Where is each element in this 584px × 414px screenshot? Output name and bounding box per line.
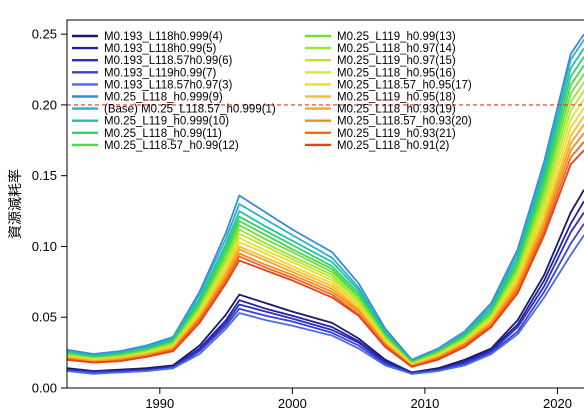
y-tick-label: 0.00	[32, 381, 57, 396]
legend-item: M0.25_L118_h0.95(16)	[305, 67, 456, 79]
legend-item: M0.193_L118h0.999(4)	[72, 31, 223, 43]
legend-item: M0.25_L118.57_h0.99(12)	[72, 140, 239, 152]
x-tick-label: 2010	[410, 396, 439, 411]
legend-label: M0.193_L119h0.99(7)	[104, 67, 216, 79]
legend: M0.193_L118h0.999(4)M0.193_L118h0.99(5)M…	[72, 31, 472, 152]
legend-label: M0.25_L119_h0.999(10)	[104, 116, 229, 128]
legend-label: M0.25_L118_h0.999(9)	[104, 92, 223, 104]
legend-label: M0.25_L118.57_h0.93(20)	[337, 116, 472, 128]
legend-label: M0.25_L119_h0.97(15)	[337, 55, 456, 67]
series-line	[66, 81, 584, 365]
legend-label: M0.25_L118_h0.95(16)	[337, 67, 456, 79]
series-lines	[66, 33, 584, 375]
x-tick-label: 1990	[145, 396, 174, 411]
series-line	[66, 211, 584, 375]
legend-item: M0.193_L118h0.99(5)	[72, 43, 216, 55]
legend-label: M0.25_L118_h0.93(19)	[337, 104, 456, 116]
legend-item: M0.25_L119_h0.999(10)	[72, 116, 229, 128]
y-tick-label: 0.15	[32, 168, 57, 183]
series-line	[66, 149, 584, 368]
legend-item: M0.25_L118_h0.97(14)	[305, 43, 456, 55]
series-line	[66, 47, 584, 362]
y-tick-label: 0.10	[32, 239, 57, 254]
series-line	[66, 189, 584, 374]
series-line	[66, 124, 584, 367]
y-axis-label: 資源減耗率	[7, 169, 24, 239]
plot-frame	[66, 19, 584, 389]
legend-item: M0.25_L118_h0.99(11)	[72, 128, 222, 140]
legend-item: M0.25_L119_h0.97(15)	[305, 55, 456, 67]
legend-label: M0.25_L118_h0.97(14)	[337, 43, 456, 55]
y-tick-label: 0.20	[32, 97, 57, 112]
legend-item: M0.25_L118_h0.999(9)	[72, 92, 223, 104]
x-tick-label: 2000	[278, 396, 307, 411]
legend-label: (Base) M0.25_L118.57_h0.999(1)	[104, 104, 276, 116]
legend-label: M0.25_L118_h0.91(2)	[337, 140, 449, 152]
legend-item: M0.25_L118_h0.93(19)	[305, 104, 456, 116]
y-tick-label: 0.25	[32, 27, 57, 42]
legend-item: M0.193_L119h0.99(7)	[72, 67, 216, 79]
legend-label: M0.25_L119_h0.99(13)	[337, 31, 456, 43]
legend-item: M0.25_L118.57_h0.93(20)	[305, 116, 472, 128]
legend-label: M0.25_L118.57_h0.95(17)	[337, 79, 472, 91]
legend-item: (Base) M0.25_L118.57_h0.999(1)	[72, 104, 276, 116]
legend-label: M0.25_L118_h0.99(11)	[104, 128, 222, 140]
series-line	[66, 98, 584, 365]
legend-label: M0.25_L119_h0.93(21)	[337, 128, 456, 140]
legend-label: M0.193_L118.57h0.99(6)	[104, 55, 232, 67]
legend-label: M0.193_L118h0.999(4)	[104, 31, 223, 43]
legend-item: M0.193_L118.57h0.99(6)	[72, 55, 232, 67]
legend-item: M0.25_L118.57_h0.95(17)	[305, 79, 472, 91]
series-line	[66, 115, 584, 367]
legend-item: M0.193_L118.57h0.97(3)	[72, 79, 232, 91]
legend-item: M0.25_L119_h0.99(13)	[305, 31, 456, 43]
y-tick-label: 0.05	[32, 310, 57, 325]
plot-area	[66, 33, 584, 375]
series-line	[66, 39, 584, 362]
series-line	[66, 33, 584, 361]
legend-label: M0.193_L118.57h0.97(3)	[104, 79, 232, 91]
legend-item: M0.25_L119_h0.95(18)	[305, 92, 456, 104]
legend-label: M0.25_L118.57_h0.99(12)	[104, 140, 239, 152]
series-line	[66, 132, 584, 368]
legend-item: M0.25_L119_h0.93(21)	[305, 128, 456, 140]
legend-label: M0.193_L118h0.99(5)	[104, 43, 216, 55]
legend-label: M0.25_L119_h0.95(18)	[337, 92, 456, 104]
legend-item: M0.25_L118_h0.91(2)	[305, 140, 449, 152]
x-tick-label: 2020	[543, 396, 572, 411]
axes: 0.00 0.05 0.10 0.15 0.20 0.25 1990 2000 2010 2020	[32, 19, 584, 411]
series-line	[66, 234, 584, 375]
